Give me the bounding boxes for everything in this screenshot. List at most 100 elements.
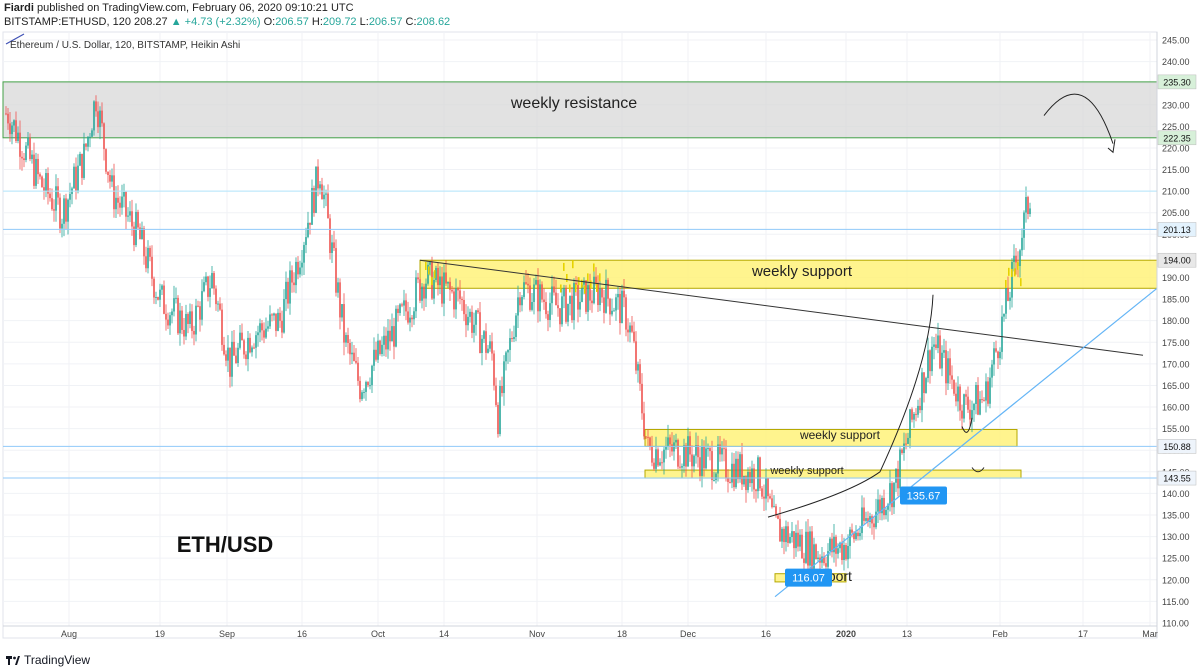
price-chart[interactable]: 245.00240.00235.00230.00225.00220.00215.… (0, 0, 1200, 650)
candle-body (575, 283, 577, 285)
tradingview-logo[interactable]: TradingView (6, 653, 90, 667)
candle-body (775, 506, 777, 516)
candle-body (389, 330, 391, 342)
candle-body (275, 313, 277, 331)
price-label-text: 150.88 (1163, 442, 1191, 452)
candle-body (159, 289, 161, 300)
candle-body (681, 466, 683, 468)
candle-body (569, 295, 571, 304)
candle-body (219, 303, 221, 310)
candle-body (469, 311, 471, 317)
candle-body (747, 471, 749, 491)
candle-body (801, 534, 803, 559)
candle-body (901, 449, 903, 453)
candle-body (247, 337, 249, 360)
y-tick-label: 155.00 (1162, 424, 1190, 434)
candle-body (423, 286, 425, 299)
candle-body (645, 436, 647, 438)
candle-body (111, 175, 113, 182)
candle-body (393, 326, 395, 347)
x-tick-label: Dec (680, 629, 697, 639)
candle-body (585, 280, 587, 312)
candle-body (987, 381, 989, 404)
candle-body (215, 288, 217, 305)
candle-body (297, 261, 299, 275)
candle-body (675, 439, 677, 443)
chart-title: ETH/USD (177, 532, 274, 557)
candle-body (737, 458, 739, 480)
publisher-name[interactable]: Fiardi (4, 2, 34, 14)
candle-body (397, 308, 399, 314)
candle-body (439, 276, 441, 286)
candle-body (233, 341, 235, 356)
candle-body (461, 298, 463, 301)
candle-body (271, 314, 273, 316)
candle-body (625, 297, 627, 330)
candle-body (339, 282, 341, 318)
candle-body (911, 409, 913, 420)
candle-body (619, 293, 621, 324)
ascending-trendline (774, 287, 1158, 598)
candle-body (1011, 262, 1013, 298)
candle-body (1023, 212, 1025, 238)
price-badge (900, 486, 947, 505)
candle-body (117, 197, 119, 203)
candle-body (815, 544, 817, 559)
price-change: ▲ +4.73 (+2.32%) (170, 16, 261, 28)
y-tick-label: 245.00 (1162, 36, 1190, 46)
y-tick-label: 115.00 (1162, 597, 1189, 607)
time-axis[interactable]: Aug 19 Sep 16 Oct 14 Nov 18 Dec 16 2020 13 Feb 17 Mar (3, 625, 1158, 639)
candle-body (633, 331, 635, 342)
price-axis[interactable]: 245.00240.00235.00230.00225.00220.00215.… (1156, 32, 1197, 638)
candle-body (517, 297, 519, 316)
candle-body (491, 341, 493, 354)
parabolic-curve (767, 294, 934, 518)
high-value: 209.72 (322, 16, 357, 28)
candle-body (529, 285, 531, 310)
candle-body (185, 313, 187, 337)
candle-body (183, 329, 185, 337)
candle-body (929, 350, 931, 372)
candle-body (811, 531, 813, 569)
y-tick-label: 140.00 (1162, 489, 1190, 499)
candle-body (711, 451, 713, 481)
candle-body (571, 295, 573, 321)
candle-body (851, 529, 853, 533)
candle-body (33, 154, 35, 186)
candle-body (795, 532, 797, 549)
candle-body (989, 377, 991, 404)
candle-body (105, 149, 107, 172)
candle-body (179, 310, 181, 334)
candle-body (143, 228, 145, 257)
candle-body (361, 392, 363, 400)
candle-body (567, 303, 569, 322)
candle-body (593, 276, 595, 304)
y-tick-label: 180.00 (1162, 316, 1190, 326)
candle-body (949, 358, 951, 376)
candle-body (429, 262, 431, 265)
candle-body (527, 283, 529, 286)
y-tick-label: 205.00 (1162, 208, 1190, 218)
candle-body (833, 536, 835, 553)
candle-body (155, 296, 157, 298)
candle-body (857, 532, 859, 537)
candle-body (547, 314, 549, 320)
candle-body (955, 393, 957, 402)
drawings (3, 33, 1158, 598)
candle-body (291, 270, 293, 283)
candle-body (649, 437, 651, 447)
highlight-candle (572, 260, 574, 269)
candle-body (181, 310, 183, 330)
y-tick-label: 125.00 (1162, 554, 1190, 564)
candle-body (693, 455, 695, 467)
candle-body (241, 332, 243, 341)
candle-body (927, 350, 929, 379)
reversal-arrowhead (1107, 139, 1116, 154)
candle-body (265, 328, 267, 338)
high-label: H: (311, 16, 323, 28)
y-tick-label: 220.00 (1162, 143, 1190, 153)
candle-body (993, 348, 995, 365)
candle-body (137, 211, 139, 228)
candle-body (589, 285, 591, 301)
tradingview-icon (6, 656, 20, 665)
